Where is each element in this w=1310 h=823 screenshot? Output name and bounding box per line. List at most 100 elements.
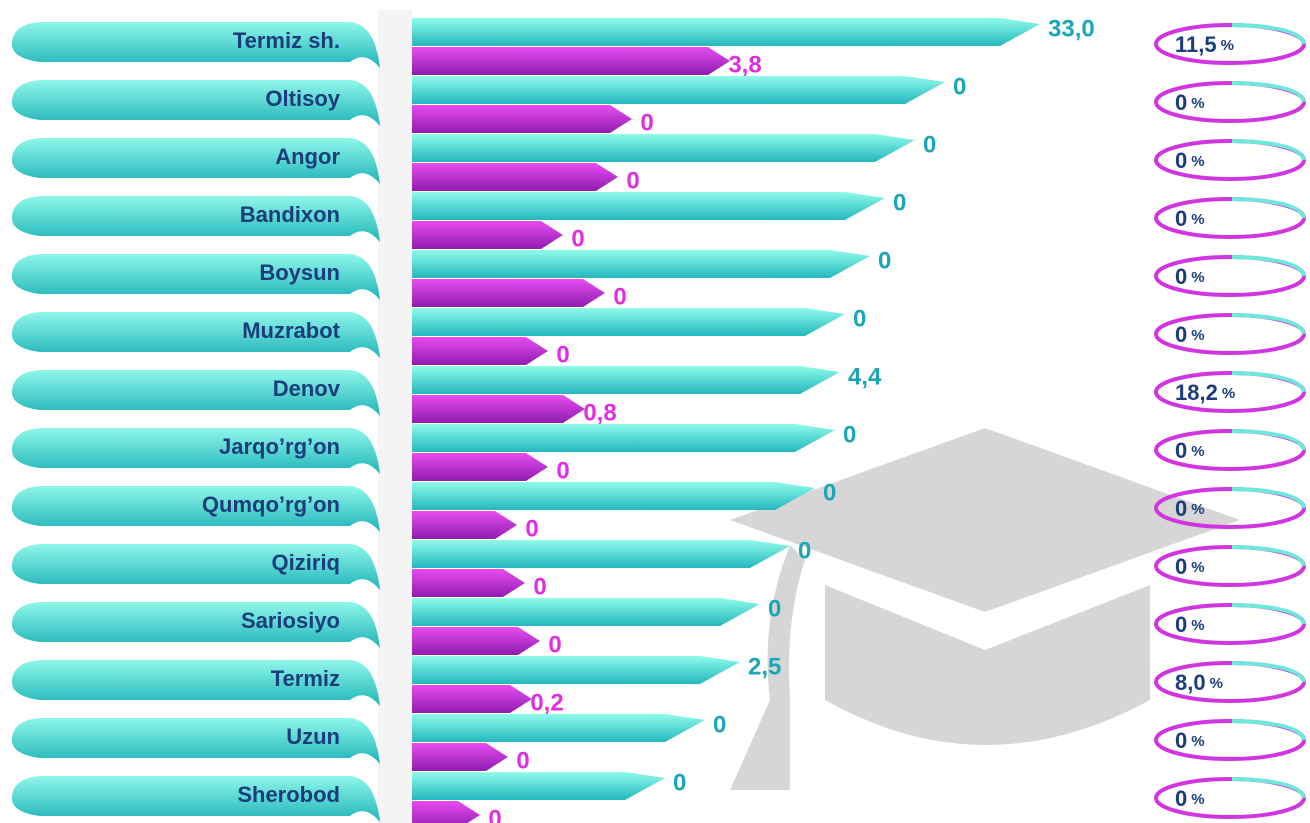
value-sub: 0	[533, 573, 546, 600]
percent: 0%	[1175, 206, 1205, 231]
value-main: 0	[673, 769, 686, 796]
percent-value: 0	[1175, 322, 1187, 347]
percent-value: 0	[1175, 148, 1187, 173]
bar-sub	[412, 685, 532, 713]
percent: 0%	[1175, 148, 1205, 173]
value-sub: 0	[626, 167, 639, 194]
gauge-arc	[1231, 487, 1306, 509]
label-pill	[11, 80, 380, 126]
gauge-arc	[1231, 719, 1306, 741]
percent: 0%	[1175, 554, 1205, 579]
percent-value: 0	[1175, 786, 1187, 811]
bar-sub	[412, 453, 548, 481]
bar-main	[412, 134, 915, 162]
percent-sign: %	[1191, 327, 1204, 344]
value-sub: 0	[613, 283, 626, 310]
label-pill	[11, 544, 380, 590]
value-main: 0	[768, 595, 781, 622]
graduation-cap	[730, 428, 1240, 790]
percent: 0%	[1175, 786, 1205, 811]
region-name: Sherobod	[237, 782, 340, 807]
value-sub: 0	[556, 457, 569, 484]
region-name: Uzun	[286, 724, 340, 749]
region-name: Qiziriq	[272, 550, 340, 575]
bar-sub	[412, 569, 525, 597]
label-pill	[11, 254, 380, 300]
gauge-arc	[1231, 429, 1306, 451]
bar-main	[412, 772, 665, 800]
value-sub: 0,8	[583, 399, 616, 426]
value-main: 2,5	[748, 653, 781, 680]
bar-main	[412, 250, 870, 278]
bar-main	[412, 18, 1040, 46]
percent-sign: %	[1210, 675, 1223, 692]
percent: 0%	[1175, 90, 1205, 115]
gauge-arc	[1231, 661, 1306, 683]
region-name: Denov	[273, 376, 341, 401]
value-main: 0	[713, 711, 726, 738]
bar-main	[412, 424, 835, 452]
percent-value: 0	[1175, 728, 1187, 753]
region-name: Muzrabot	[242, 318, 340, 343]
value-main: 0	[798, 537, 811, 564]
value-main: 0	[878, 247, 891, 274]
gauge-arc	[1231, 371, 1306, 393]
value-main: 4,4	[848, 363, 882, 390]
label-pill	[11, 428, 380, 474]
percent-sign: %	[1191, 791, 1204, 808]
value-main: 0	[823, 479, 836, 506]
value-main: 0	[843, 421, 856, 448]
value-main: 0	[853, 305, 866, 332]
region-name: Bandixon	[240, 202, 340, 227]
value-sub: 0	[488, 805, 501, 823]
bar-main	[412, 308, 845, 336]
value-sub: 0	[556, 341, 569, 368]
label-pill	[11, 196, 380, 242]
bar-main	[412, 192, 885, 220]
value-main: 33,0	[1048, 15, 1095, 42]
region-name: Termiz	[271, 666, 340, 691]
bar-main	[412, 714, 705, 742]
value-sub: 0	[525, 515, 538, 542]
value-main: 0	[893, 189, 906, 216]
bar-sub	[412, 801, 480, 823]
region-name: Qumqo’rg’on	[202, 492, 340, 517]
gauge-arc	[1231, 23, 1306, 45]
percent-sign: %	[1191, 269, 1204, 286]
bar-sub	[412, 163, 618, 191]
label-pill	[11, 660, 380, 706]
value-main: 0	[923, 131, 936, 158]
gauge-arc	[1231, 313, 1306, 335]
value-sub: 0	[640, 109, 653, 136]
percent-value: 0	[1175, 612, 1187, 637]
label-pill	[11, 370, 380, 416]
bar-sub	[412, 105, 632, 133]
label-pill	[11, 602, 380, 648]
percent: 0%	[1175, 322, 1205, 347]
gauge-arc	[1231, 545, 1306, 567]
region-name: Oltisoy	[265, 86, 340, 111]
label-pill	[11, 312, 380, 358]
percent: 18,2%	[1175, 380, 1235, 405]
region-name: Sariosiyo	[241, 608, 340, 633]
label-pill	[11, 22, 380, 68]
percent-value: 8,0	[1175, 670, 1206, 695]
percent-sign: %	[1191, 559, 1204, 576]
value-sub: 0,2	[530, 689, 563, 716]
percent-sign: %	[1191, 211, 1204, 228]
label-pill	[11, 486, 380, 532]
bar-main	[412, 656, 740, 684]
bar-main	[412, 76, 945, 104]
rows: Termiz sh. 33,03,811,5 %Oltisoy 000 %Angor 00…	[11, 15, 1306, 823]
percent-value: 0	[1175, 90, 1187, 115]
axis-band	[378, 10, 412, 823]
percent-sign: %	[1191, 153, 1204, 170]
gauge-arc	[1231, 139, 1306, 161]
percent: 0%	[1175, 264, 1205, 289]
bar-sub	[412, 395, 585, 423]
percent: 0%	[1175, 496, 1205, 521]
bar-main	[412, 598, 760, 626]
percent-sign: %	[1221, 37, 1234, 54]
